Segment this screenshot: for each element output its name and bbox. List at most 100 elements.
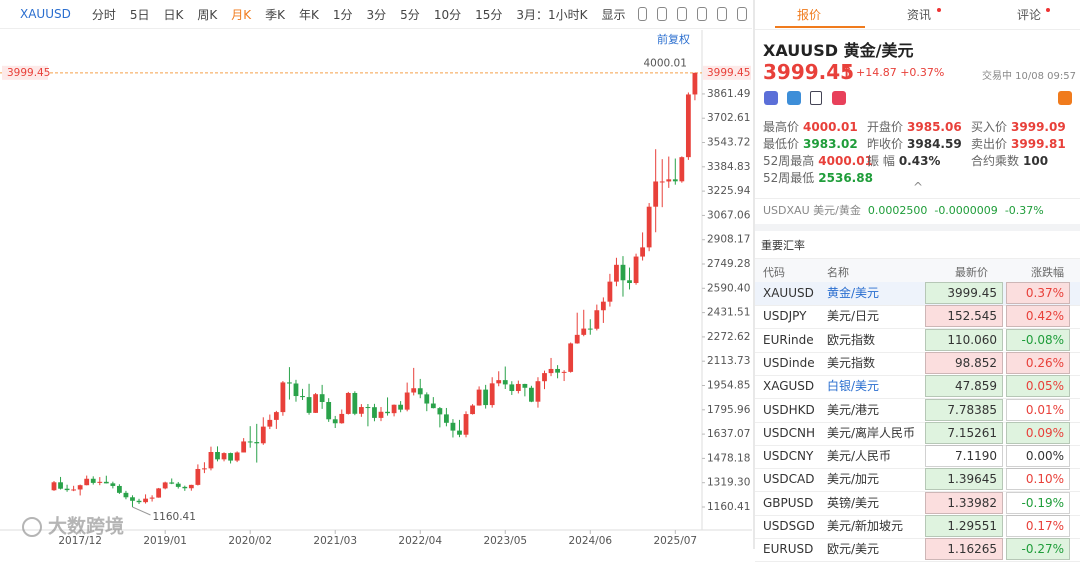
candle-body	[627, 280, 632, 284]
tab[interactable]: 评论	[1017, 8, 1042, 22]
candle-body	[228, 453, 233, 461]
collapse-chevron[interactable]: ^	[913, 180, 924, 194]
candle-body	[653, 181, 659, 207]
candle-body	[659, 181, 665, 183]
draw-icon[interactable]	[697, 7, 708, 21]
y-tick-label: 3543.72	[707, 137, 750, 149]
display-dropdown[interactable]: 显示	[601, 7, 626, 22]
adjust-link[interactable]: 前复权	[657, 33, 690, 46]
candle-body	[352, 392, 358, 414]
rate-change: 0.37%	[1006, 282, 1070, 304]
stat-label: 52周最高	[763, 154, 815, 168]
expand-icon[interactable]	[737, 7, 747, 21]
period[interactable]: 周K	[197, 7, 218, 22]
rate-change: -0.27%	[1006, 538, 1070, 561]
rate-change: 0.05%	[1006, 375, 1070, 398]
tab-underline	[775, 26, 865, 28]
rate-code: GBPUSD	[763, 495, 814, 510]
inverse-price: 0.0002500	[867, 204, 928, 217]
tab[interactable]: 资讯	[907, 8, 932, 22]
quote-status: 交易中 10/08 09:57	[982, 71, 1076, 82]
candle-body	[672, 179, 678, 182]
candle-body	[117, 485, 122, 493]
candle-body	[496, 380, 502, 384]
stat: 卖出价 3999.81	[971, 135, 1066, 152]
rate-name: 欧元指数	[827, 332, 876, 347]
candle-body	[515, 383, 521, 391]
rate-name: 美元/人民币	[827, 449, 892, 464]
period[interactable]: 年K	[299, 7, 319, 22]
rate-row[interactable]: USDJPY 美元/日元 152.545 0.42%	[755, 305, 1080, 330]
icon[interactable]	[810, 91, 822, 105]
candle-body	[614, 264, 619, 282]
candle-body	[136, 500, 142, 503]
period[interactable]: 5日	[129, 7, 150, 22]
candle-body	[685, 94, 691, 158]
stat: 振 幅 0.43%	[867, 152, 940, 169]
y-tick-label: 3702.61	[707, 112, 750, 124]
resize-icon[interactable]	[717, 7, 728, 21]
alert-icon[interactable]	[1058, 91, 1072, 105]
candle-body	[600, 301, 606, 311]
stat-value: 2536.88	[818, 171, 873, 185]
candle-body	[182, 486, 188, 489]
rate-code: XAUUSD	[763, 286, 814, 300]
last-price-box	[2, 65, 48, 80]
rate-row[interactable]: XAUUSD 黄金/美元 3999.45 0.37%	[755, 282, 1080, 306]
rate-row[interactable]: USDCNH 美元/离岸人民币 7.15261 0.09%	[755, 421, 1080, 446]
x-tick-label: 2021/03	[313, 535, 357, 547]
tab-active[interactable]: 报价	[797, 8, 822, 22]
divider	[755, 29, 1080, 30]
period[interactable]: 10分	[433, 7, 462, 22]
rate-code: USDHKD	[763, 402, 815, 417]
rate-row[interactable]: GBPUSD 英镑/美元 1.33982 -0.19%	[755, 491, 1080, 516]
candle-body	[130, 497, 135, 501]
period[interactable]: 分时	[91, 7, 116, 22]
rate-row[interactable]: XAGUSD 白银/美元 47.859 0.05%	[755, 375, 1080, 400]
settings-icon[interactable]	[637, 7, 648, 21]
period[interactable]: 5分	[400, 7, 420, 22]
candle-body	[345, 392, 351, 414]
period[interactable]: 3分	[366, 7, 387, 22]
y-tick-label: 2908.17	[707, 234, 750, 246]
candle-body	[123, 492, 129, 498]
rate-row[interactable]: USDCNY 美元/人民币 7.1190 0.00%	[755, 445, 1080, 470]
check-icon[interactable]	[657, 7, 668, 21]
rate-row[interactable]: EURinde 欧元指数 110.060 -0.08%	[755, 328, 1080, 353]
candle-body	[339, 413, 345, 424]
icon[interactable]	[832, 91, 846, 105]
candle-body	[372, 407, 377, 418]
rate-row[interactable]: USDinde 美元指数 98.852 0.26%	[755, 351, 1080, 376]
x-tick-label: 2020/02	[228, 535, 272, 547]
period[interactable]: 1分	[332, 7, 353, 22]
period[interactable]: 季K	[265, 7, 286, 22]
col-header: 名称	[827, 266, 849, 279]
stat-value: 3984.59	[907, 137, 962, 151]
candle-body	[437, 408, 443, 415]
icon[interactable]	[764, 91, 778, 105]
symbol[interactable]: XAUUSD	[20, 7, 71, 21]
rate-row[interactable]: USDSGD 美元/新加坡元 1.29551 0.17%	[755, 515, 1080, 539]
rate-row[interactable]: EURUSD 欧元/美元 1.16265 -0.27%	[755, 538, 1080, 562]
candle-body	[287, 382, 292, 384]
candle-body	[666, 179, 672, 182]
camera-icon[interactable]	[677, 7, 688, 21]
icon[interactable]	[787, 91, 801, 105]
y-tick-label: 3861.49	[707, 88, 750, 100]
rate-change: 0.17%	[1006, 515, 1070, 537]
rate-name: 美元/港元	[827, 402, 880, 417]
period-active[interactable]: 月K	[231, 7, 252, 22]
candle-body	[97, 481, 103, 483]
stat-value: 3985.06	[907, 120, 962, 134]
rate-row[interactable]: USDCAD 美元/加元 1.39645 0.10%	[755, 468, 1080, 493]
period-dropdown[interactable]: 3月：1小时K	[516, 7, 588, 22]
candle-body	[313, 394, 318, 413]
rate-name: 欧元/美元	[827, 542, 880, 557]
candle-body	[156, 488, 162, 498]
rate-row[interactable]: USDHKD 美元/港元 7.78385 0.01%	[755, 398, 1080, 423]
period-dropdown[interactable]: 15分	[475, 7, 503, 22]
stat: 开盘价 3985.06	[867, 118, 962, 135]
stat-value: 0.43%	[898, 154, 941, 168]
stat-value: 4000.01	[818, 154, 873, 168]
period[interactable]: 日K	[163, 7, 184, 22]
